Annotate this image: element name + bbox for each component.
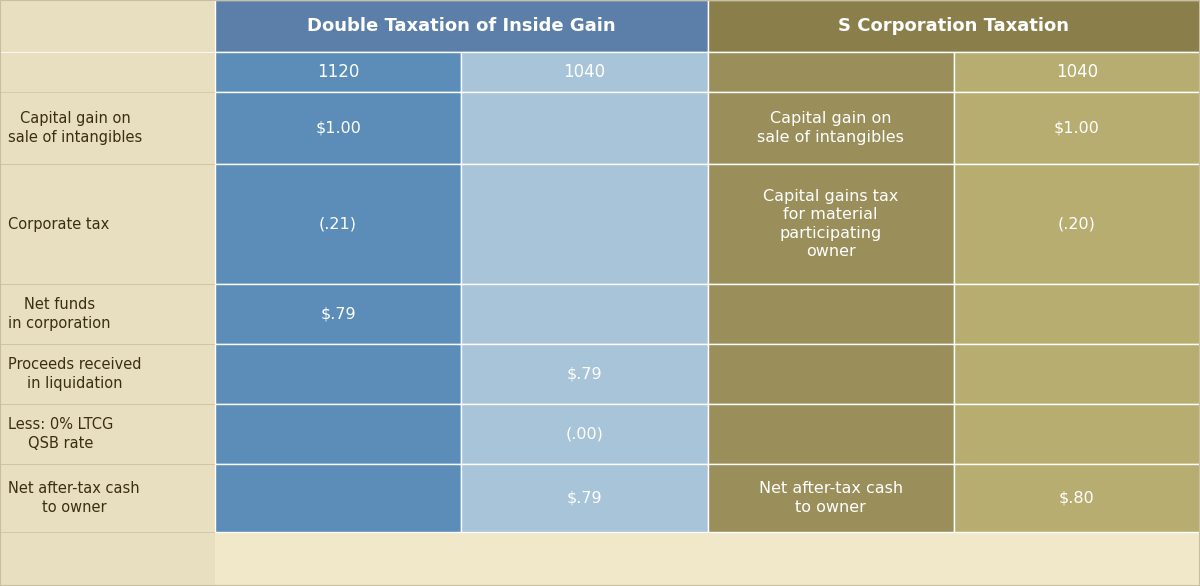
Bar [215, 404, 461, 464]
Bar [954, 284, 1200, 344]
Bar [708, 284, 954, 344]
Text: Net funds
in corporation: Net funds in corporation [8, 297, 110, 331]
Text: Less: 0% LTCG
QSB rate: Less: 0% LTCG QSB rate [8, 417, 113, 451]
Text: Double Taxation of Inside Gain: Double Taxation of Inside Gain [307, 17, 616, 35]
Bar [215, 0, 708, 52]
Bar [954, 92, 1200, 164]
Text: $.79: $.79 [566, 366, 602, 381]
Bar [215, 164, 461, 284]
Bar [215, 344, 461, 404]
Text: 1040: 1040 [563, 63, 606, 81]
Text: $.79: $.79 [320, 306, 356, 322]
Bar [215, 92, 461, 164]
Text: 1120: 1120 [317, 63, 359, 81]
Bar [0, 464, 215, 532]
Bar [0, 0, 215, 586]
Text: (.00): (.00) [565, 427, 604, 441]
Text: $1.00: $1.00 [316, 121, 361, 135]
Bar [954, 164, 1200, 284]
Bar [954, 464, 1200, 532]
Bar [0, 404, 215, 464]
Bar [461, 164, 708, 284]
Text: (.21): (.21) [319, 216, 358, 231]
Bar [708, 404, 954, 464]
Text: $1.00: $1.00 [1054, 121, 1100, 135]
Bar [215, 52, 461, 92]
Bar [461, 464, 708, 532]
Bar [0, 0, 215, 52]
Bar [954, 344, 1200, 404]
Bar [215, 464, 461, 532]
Bar [0, 344, 215, 404]
Text: $.79: $.79 [566, 490, 602, 506]
Bar [215, 284, 461, 344]
Text: Net after-tax cash
to owner: Net after-tax cash to owner [8, 481, 139, 515]
Text: Capital gain on
sale of intangibles: Capital gain on sale of intangibles [757, 111, 904, 145]
Text: $.80: $.80 [1060, 490, 1094, 506]
Bar [461, 284, 708, 344]
Text: (.20): (.20) [1058, 216, 1096, 231]
Bar [708, 344, 954, 404]
Bar [954, 52, 1200, 92]
Bar [0, 284, 215, 344]
Bar [461, 344, 708, 404]
Bar [461, 92, 708, 164]
Bar [461, 404, 708, 464]
Bar [0, 164, 215, 284]
Bar [708, 0, 1200, 52]
Text: Capital gain on
sale of intangibles: Capital gain on sale of intangibles [8, 111, 143, 145]
Bar [0, 0, 215, 464]
Bar [0, 52, 215, 92]
Bar [708, 92, 954, 164]
Bar [954, 404, 1200, 464]
Bar [708, 52, 954, 92]
Bar [461, 52, 708, 92]
Text: 1040: 1040 [1056, 63, 1098, 81]
Text: Capital gains tax
for material
participating
owner: Capital gains tax for material participa… [763, 189, 899, 260]
Text: Corporate tax: Corporate tax [8, 216, 109, 231]
Text: S Corporation Taxation: S Corporation Taxation [839, 17, 1069, 35]
Text: Proceeds received
in liquidation: Proceeds received in liquidation [8, 357, 142, 391]
Bar [708, 464, 954, 532]
Bar [708, 164, 954, 284]
Text: Net after-tax cash
to owner: Net after-tax cash to owner [758, 481, 902, 515]
Bar [0, 92, 215, 164]
